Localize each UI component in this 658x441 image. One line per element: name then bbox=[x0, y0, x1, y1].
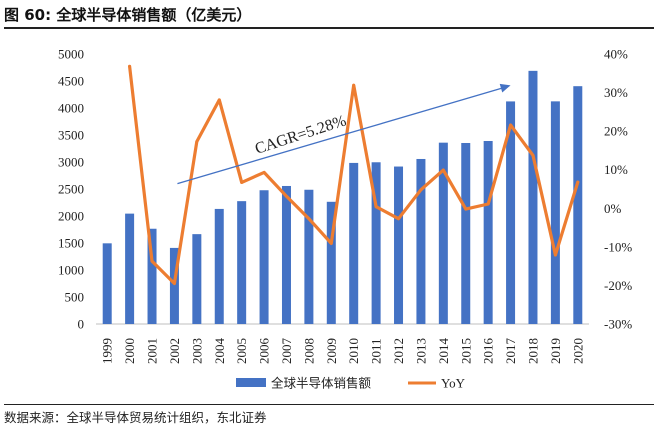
x-tick-label: 2006 bbox=[257, 338, 272, 365]
y-right-tick-label: 0% bbox=[604, 201, 622, 216]
x-tick-label: 2010 bbox=[346, 338, 361, 364]
x-tick-label: 2011 bbox=[369, 338, 384, 364]
bar bbox=[125, 213, 135, 324]
x-tick-label: 2017 bbox=[503, 338, 518, 365]
yoy-point bbox=[150, 259, 154, 263]
y-right-tick-label: 20% bbox=[604, 124, 628, 139]
cagr-annotation: CAGR=5.28% bbox=[253, 112, 348, 157]
y-left-tick-label: 4500 bbox=[58, 74, 84, 89]
x-tick-label: 2005 bbox=[234, 338, 249, 364]
bar bbox=[394, 166, 404, 324]
yoy-point bbox=[464, 207, 468, 211]
cagr-arrow-line bbox=[177, 86, 505, 185]
yoy-point bbox=[173, 282, 176, 285]
x-tick-label: 2019 bbox=[548, 338, 563, 364]
yoy-point bbox=[195, 140, 199, 143]
yoy-point bbox=[329, 241, 333, 245]
y-left-tick-label: 1000 bbox=[58, 263, 84, 278]
bar bbox=[192, 234, 202, 324]
x-tick-label: 2008 bbox=[301, 338, 316, 364]
x-tick-label: 2009 bbox=[324, 338, 339, 364]
bar bbox=[371, 162, 381, 324]
bar bbox=[573, 86, 583, 325]
y-left-tick-label: 4000 bbox=[58, 101, 84, 116]
yoy-point bbox=[307, 217, 311, 221]
y-right-tick-label: 30% bbox=[604, 85, 628, 100]
yoy-point bbox=[352, 83, 356, 87]
x-tick-label: 2012 bbox=[391, 338, 406, 364]
yoy-point bbox=[217, 98, 221, 102]
yoy-point bbox=[441, 168, 445, 172]
y-right-tick-label: -30% bbox=[604, 317, 632, 332]
y-left-tick-label: 3500 bbox=[58, 128, 84, 143]
yoy-point bbox=[486, 202, 490, 206]
legend-label-bar: 全球半导体销售额 bbox=[271, 376, 372, 391]
x-tick-label: 2018 bbox=[525, 338, 540, 364]
bar bbox=[102, 243, 112, 324]
bar bbox=[259, 190, 269, 324]
yoy-point bbox=[128, 64, 132, 68]
x-tick-label: 2016 bbox=[481, 338, 496, 364]
legend-swatch-bar bbox=[236, 378, 266, 387]
y-left-tick-label: 3000 bbox=[58, 155, 84, 170]
x-tick-label: 2001 bbox=[145, 338, 160, 364]
yoy-point bbox=[374, 205, 378, 209]
y-left-tick-label: 2000 bbox=[58, 209, 84, 224]
y-left-tick-label: 1500 bbox=[58, 236, 84, 251]
x-tick-label: 2004 bbox=[212, 338, 227, 365]
bar bbox=[169, 247, 179, 324]
bar bbox=[349, 162, 359, 324]
yoy-point bbox=[509, 123, 512, 127]
x-tick-label: 2007 bbox=[279, 338, 294, 365]
yoy-point bbox=[419, 188, 423, 192]
x-tick-label: 1999 bbox=[100, 338, 115, 364]
page-title: 图 60: 全球半导体销售额（亿美元） bbox=[4, 2, 654, 29]
yoy-point bbox=[531, 154, 535, 157]
bar bbox=[550, 101, 560, 324]
yoy-point bbox=[576, 180, 580, 184]
bar bbox=[528, 70, 538, 325]
x-tick-label: 2003 bbox=[189, 338, 204, 364]
source-note: 数据来源：全球半导体贸易统计组织，东北证券 bbox=[4, 404, 654, 432]
y-left-tick-label: 5000 bbox=[58, 47, 84, 62]
yoy-point bbox=[397, 217, 400, 221]
yoy-point bbox=[285, 194, 288, 198]
yoy-point bbox=[553, 253, 557, 257]
bar bbox=[281, 185, 291, 324]
legend-label-line: YoY bbox=[441, 376, 466, 391]
cagr-arrow-head bbox=[499, 83, 511, 93]
bar bbox=[147, 228, 157, 324]
y-right-tick-label: -20% bbox=[604, 278, 632, 293]
bar bbox=[304, 189, 314, 324]
bar bbox=[461, 142, 471, 324]
x-tick-label: 2002 bbox=[167, 338, 182, 364]
y-right-tick-label: 10% bbox=[604, 162, 628, 177]
bar bbox=[506, 101, 516, 324]
y-left-tick-label: 0 bbox=[78, 317, 85, 332]
yoy-point bbox=[262, 171, 266, 174]
bar bbox=[237, 201, 247, 324]
bar bbox=[326, 201, 336, 324]
x-tick-label: 2020 bbox=[570, 338, 585, 364]
yoy-point bbox=[240, 181, 244, 184]
y-left-tick-label: 500 bbox=[65, 290, 85, 305]
bar bbox=[483, 140, 493, 324]
y-left-tick-label: 2500 bbox=[58, 182, 84, 197]
y-right-tick-label: 40% bbox=[604, 47, 628, 62]
x-tick-label: 2000 bbox=[122, 338, 137, 364]
x-tick-label: 2014 bbox=[436, 338, 451, 365]
bar bbox=[416, 158, 426, 324]
x-tick-label: 2015 bbox=[458, 338, 473, 364]
y-right-tick-label: -10% bbox=[604, 239, 632, 254]
bar bbox=[438, 142, 448, 324]
bar bbox=[214, 208, 224, 324]
x-tick-label: 2013 bbox=[413, 338, 428, 364]
